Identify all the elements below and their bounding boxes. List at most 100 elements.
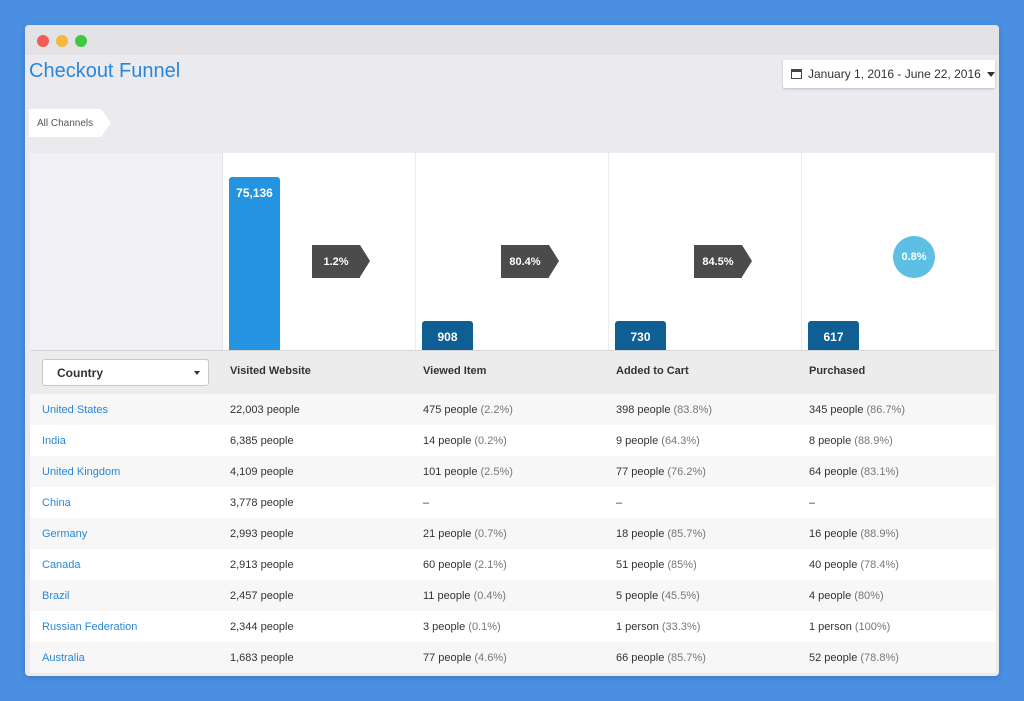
- purchased-cell: 8 people (88.9%): [809, 435, 893, 447]
- purchased-percent: (86.7%): [866, 404, 906, 416]
- purchased-count: 1 person: [809, 621, 852, 633]
- dimension-select-label: Country: [57, 365, 103, 380]
- country-link[interactable]: Australia: [42, 652, 85, 664]
- column-header-added: Added to Cart: [616, 365, 689, 377]
- added-cell: 5 people (45.5%): [616, 590, 700, 602]
- minimize-window-button[interactable]: [56, 35, 68, 47]
- purchased-cell: 4 people (80%): [809, 590, 884, 602]
- viewed-percent: (2.1%): [474, 559, 507, 571]
- country-link[interactable]: United States: [42, 404, 109, 416]
- table-row: United Kingdom 4,109 people 101 people (…: [30, 456, 996, 487]
- added-count: 18 people: [616, 528, 665, 540]
- added-cell: 51 people (85%): [616, 559, 697, 571]
- added-cell: 66 people (85.7%): [616, 652, 706, 664]
- channel-filter-chip[interactable]: All Channels: [29, 109, 111, 137]
- added-percent: (85.7%): [667, 528, 706, 540]
- viewed-percent: (2.5%): [480, 466, 513, 478]
- funnel-chart: 75,136 1.2% 908 80.4% 730 84.5% 617 0.8%: [30, 153, 996, 350]
- funnel-stage-purchased: 617 0.8%: [802, 153, 995, 350]
- viewed-cell: 3 people (0.1%): [423, 621, 501, 633]
- purchased-percent: (88.9%): [860, 528, 899, 540]
- added-count: 1 person: [616, 621, 659, 633]
- viewed-count: 60 people: [423, 559, 472, 571]
- funnel-bar-purchased: 617: [808, 321, 859, 350]
- purchased-count: 4 people: [809, 590, 852, 602]
- table-row: United States 22,003 people 475 people (…: [30, 394, 996, 425]
- table-row: Australia 1,683 people 77 people (4.6%) …: [30, 642, 996, 673]
- viewed-percent: (0.4%): [473, 590, 506, 602]
- table-row: Germany 2,993 people 21 people (0.7%) 18…: [30, 518, 996, 549]
- table-row: China 3,778 people – – –: [30, 487, 996, 518]
- dimension-select[interactable]: Country: [42, 359, 209, 386]
- viewed-count: 475 people: [423, 404, 478, 416]
- purchased-count: 16 people: [809, 528, 858, 540]
- viewed-cell: –: [423, 497, 429, 509]
- purchased-count: 52 people: [809, 652, 858, 664]
- country-link[interactable]: Russian Federation: [42, 621, 138, 633]
- purchased-percent: (88.9%): [854, 435, 893, 447]
- country-link[interactable]: India: [42, 435, 66, 447]
- calendar-icon: [791, 69, 802, 79]
- visited-cell: 22,003 people: [230, 404, 300, 416]
- visited-cell: 2,344 people: [230, 621, 294, 633]
- visited-cell: 4,109 people: [230, 466, 294, 478]
- added-count: 5 people: [616, 590, 659, 602]
- added-percent: (64.3%): [661, 435, 700, 447]
- added-cell: –: [616, 497, 622, 509]
- date-range-label: January 1, 2016 - June 22, 2016: [808, 67, 981, 81]
- country-link[interactable]: United Kingdom: [42, 466, 121, 478]
- close-window-button[interactable]: [37, 35, 49, 47]
- conversion-arrow-added: 84.5%: [694, 245, 752, 278]
- purchased-cell: 345 people (86.7%): [809, 404, 905, 416]
- added-cell: 1 person (33.3%): [616, 621, 700, 633]
- caret-down-icon: [986, 71, 995, 77]
- viewed-count: –: [423, 497, 430, 509]
- app-window: Checkout Funnel January 1, 2016 - June 2…: [25, 25, 999, 676]
- viewed-count: 11 people: [423, 590, 471, 602]
- purchased-percent: (80%): [854, 590, 884, 602]
- visited-cell: 3,778 people: [230, 497, 294, 509]
- purchased-percent: (78.4%): [860, 559, 899, 571]
- viewed-cell: 60 people (2.1%): [423, 559, 507, 571]
- viewed-cell: 14 people (0.2%): [423, 435, 507, 447]
- purchased-count: 345 people: [809, 404, 864, 416]
- column-header-viewed: Viewed Item: [423, 365, 487, 377]
- overall-conversion-badge: 0.8%: [893, 236, 935, 278]
- funnel-stage-visited: 75,136 1.2%: [223, 153, 416, 350]
- purchased-cell: 52 people (78.8%): [809, 652, 899, 664]
- date-range-button[interactable]: January 1, 2016 - June 22, 2016: [783, 60, 995, 88]
- funnel-bar-viewed: 908: [422, 321, 473, 350]
- title-bar: [25, 25, 999, 55]
- purchased-percent: (78.8%): [860, 652, 899, 664]
- funnel-bar-added: 730: [615, 321, 666, 350]
- table-row: Brazil 2,457 people 11 people (0.4%) 5 p…: [30, 580, 996, 611]
- funnel-stage-added: 730 84.5%: [609, 153, 802, 350]
- country-link[interactable]: China: [42, 497, 71, 509]
- purchased-percent: (100%): [854, 621, 891, 633]
- chevron-down-icon: [194, 371, 200, 375]
- added-percent: (45.5%): [661, 590, 700, 602]
- added-count: 66 people: [616, 652, 665, 664]
- country-link[interactable]: Germany: [42, 528, 88, 540]
- purchased-count: –: [809, 497, 816, 509]
- purchased-count: 40 people: [809, 559, 858, 571]
- table-header: Country Visited Website Viewed Item Adde…: [30, 350, 996, 394]
- visited-cell: 6,385 people: [230, 435, 294, 447]
- maximize-window-button[interactable]: [75, 35, 87, 47]
- added-cell: 398 people (83.8%): [616, 404, 712, 416]
- viewed-cell: 77 people (4.6%): [423, 652, 507, 664]
- purchased-cell: 40 people (78.4%): [809, 559, 899, 571]
- added-count: 398 people: [616, 404, 671, 416]
- viewed-count: 101 people: [423, 466, 478, 478]
- added-count: 51 people: [616, 559, 665, 571]
- added-percent: (83.8%): [673, 404, 713, 416]
- country-link[interactable]: Canada: [42, 559, 81, 571]
- funnel-bar-visited: 75,136: [229, 177, 280, 350]
- visited-cell: 2,457 people: [230, 590, 294, 602]
- purchased-percent: (83.1%): [860, 466, 899, 478]
- visited-cell: 2,993 people: [230, 528, 294, 540]
- country-link[interactable]: Brazil: [42, 590, 70, 602]
- viewed-percent: (2.2%): [480, 404, 513, 416]
- viewed-count: 21 people: [423, 528, 472, 540]
- viewed-cell: 11 people (0.4%): [423, 590, 506, 602]
